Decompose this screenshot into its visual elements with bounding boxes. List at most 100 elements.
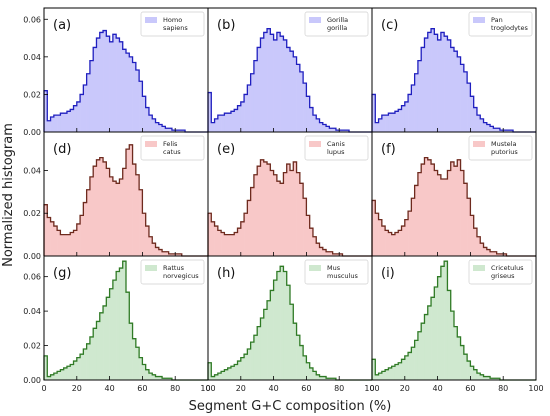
histogram-bar [283,39,288,132]
histogram-bar [76,357,81,380]
legend-label: troglodytes [491,24,528,32]
histogram-bar [316,243,320,256]
histogram-bar [381,115,386,132]
histogram-bar [299,183,304,256]
histogram-bar [109,176,114,256]
legend-swatch [309,17,321,23]
histogram-bar [332,128,337,132]
histogram-bar [303,198,307,256]
histogram-bar [280,36,284,132]
histogram-bar [457,159,461,256]
histogram-bar [470,366,474,380]
histogram-bar [50,116,55,132]
histogram-bar [417,172,422,256]
histogram-bar [227,367,232,380]
histogram-bar [460,345,465,380]
histogram-bar [106,36,110,132]
histogram-bar [152,374,156,380]
histogram-bar [276,271,281,380]
histogram-bar [76,223,81,256]
histogram-bar [326,126,330,132]
histogram-bar [158,376,163,380]
histogram-bar [427,159,432,256]
histogram-bar [109,288,114,380]
histogram-bar [450,311,455,380]
x-tick-label: 40 [433,384,443,393]
histogram-bar [60,113,64,132]
histogram-bar [470,215,474,256]
histogram-bar [267,28,271,133]
histogram-bar [381,371,386,380]
legend-swatch [309,265,321,271]
histogram-bar [139,189,143,256]
legend-label: putorius [491,148,518,156]
histogram-bar [270,34,274,132]
histogram-bar [260,159,265,256]
histogram-bar [312,115,317,132]
histogram-bar [132,164,137,256]
histogram-bar [460,64,465,132]
histogram-bar [424,38,429,132]
histogram-bar [296,64,301,132]
histogram-bar [237,361,242,380]
histogram-bar [57,371,61,380]
histogram-bar [116,271,120,380]
histogram-bar [306,215,310,256]
histogram-bar [142,96,146,132]
histogram-bar [211,221,215,256]
histogram-bar [290,304,294,380]
histogram-bar [273,174,278,256]
histogram-bar [224,234,228,256]
x-tick-label: 0 [41,384,46,393]
histogram-bar [230,111,235,132]
histogram-bar [335,253,340,256]
legend-label: Mustela [491,140,516,148]
histogram-bars [372,157,507,256]
x-tick-label: 100 [364,384,379,393]
histogram-bar [440,266,445,380]
histogram-bar [506,130,511,132]
legend-swatch [145,141,157,147]
legend-label: Homo [163,16,182,24]
panel-label: (c) [381,18,398,33]
histogram-bar [112,280,117,380]
histogram-bar [119,41,124,133]
histogram-bar [388,232,392,256]
histogram-bar [214,226,219,256]
histogram-bar [106,297,110,380]
legend-label: norvegicus [163,272,199,280]
histogram-bar [296,172,301,256]
histogram-bar [152,118,156,132]
x-tick-label: 80 [170,384,180,393]
histogram-bar [408,211,412,256]
histogram-bar [217,230,222,256]
panel-label: (g) [53,266,71,281]
histogram-bar [253,174,258,256]
histogram-bar [83,85,87,132]
histogram-bar [450,47,455,132]
histogram-bar [224,113,228,132]
histogram-bar [503,130,507,132]
panel-label: (i) [381,266,395,281]
histogram-bar [234,364,238,380]
legend-swatch [145,265,157,271]
histogram-bar [509,130,514,132]
histogram-bar [388,367,392,380]
histogram-bar [309,367,314,380]
histogram-bar [290,51,294,132]
legend-swatch [473,265,485,271]
histogram-bar [296,335,301,380]
histogram-bar [99,312,104,380]
histogram-bar [165,251,169,256]
histogram-bar [467,83,471,132]
histogram-bar [280,183,284,256]
histogram-bar [240,101,245,132]
panel-label: (d) [53,142,71,157]
histogram-bar [99,32,104,133]
histogram-bar [132,62,137,132]
histogram-bar [168,253,173,256]
